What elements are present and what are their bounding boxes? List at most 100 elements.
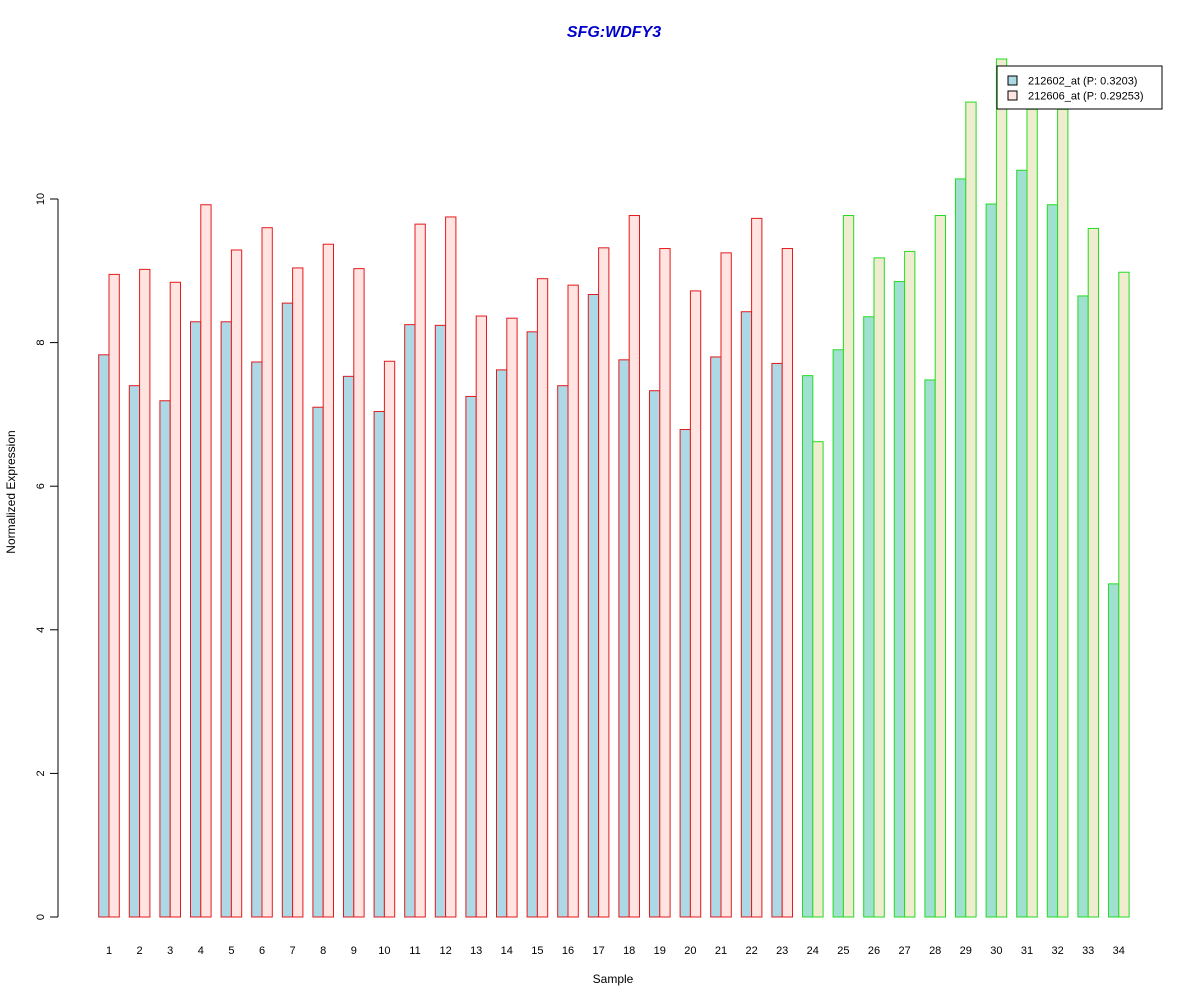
bar-series1-sample-7	[281, 302, 294, 918]
bar-series2-sample-15	[536, 278, 549, 918]
x-tick-label: 7	[290, 945, 296, 957]
bar-series1-sample-31	[1016, 169, 1028, 918]
bar-series2-sample-27	[904, 250, 916, 918]
x-tick-label: 12	[439, 945, 451, 957]
bar-series2-sample-33	[1087, 227, 1099, 918]
bar-series2-sample-26	[873, 257, 885, 918]
y-tick-label: 0	[35, 914, 47, 920]
bar-series1-sample-9	[343, 375, 355, 918]
bar-series2-sample-5	[230, 249, 243, 918]
bar-series1-sample-33	[1077, 295, 1089, 918]
x-tick-label: 31	[1021, 945, 1033, 957]
x-tick-label: 19	[654, 945, 666, 957]
bar-series2-sample-12	[445, 216, 457, 918]
legend-label: 212602_at (P: 0.3203)	[1028, 76, 1137, 88]
bar-series1-sample-22	[740, 311, 753, 918]
bar-series1-sample-26	[863, 316, 875, 918]
bar-series1-sample-10	[373, 411, 385, 918]
bar-series1-sample-20	[679, 428, 691, 918]
y-tick-label: 6	[35, 483, 47, 489]
bar-series2-sample-19	[659, 248, 671, 918]
bar-series1-sample-3	[159, 400, 171, 918]
bar-series1-sample-13	[465, 395, 477, 918]
bar-series2-sample-32	[1057, 108, 1069, 918]
bar-series1-sample-21	[710, 356, 722, 918]
x-tick-label: 11	[409, 945, 420, 957]
x-tick-label: 13	[470, 945, 482, 957]
bar-series2-sample-31	[1026, 108, 1038, 918]
chart-title: SFG:WDFY3	[567, 24, 661, 41]
bar-series2-sample-13	[475, 315, 488, 918]
bar-series1-sample-4	[190, 321, 202, 918]
legend-swatch	[1007, 75, 1018, 86]
legend-swatch	[1007, 90, 1018, 101]
x-tick-label: 14	[501, 945, 513, 957]
bar-series1-sample-8	[312, 406, 324, 918]
bar-series2-sample-1	[108, 273, 120, 918]
x-tick-label: 32	[1051, 945, 1063, 957]
bar-series2-sample-20	[689, 290, 702, 918]
x-tick-label: 25	[837, 945, 849, 957]
bar-series1-sample-16	[557, 385, 569, 918]
x-tick-label: 20	[684, 945, 696, 957]
bar-series2-sample-3	[169, 281, 181, 918]
x-tick-label: 3	[167, 945, 173, 957]
x-tick-label: 34	[1113, 945, 1125, 957]
x-tick-label: 2	[137, 945, 143, 957]
bar-series1-sample-12	[434, 324, 447, 918]
y-tick-label: 4	[35, 627, 47, 633]
bar-series2-sample-25	[842, 215, 855, 918]
x-tick-label: 15	[531, 945, 543, 957]
x-tick-label: 23	[776, 945, 788, 957]
y-axis-label: Normalized Expression	[4, 430, 18, 553]
bar-series2-sample-11	[414, 223, 426, 918]
x-tick-label: 30	[990, 945, 1002, 957]
bar-series2-sample-9	[353, 268, 365, 918]
x-tick-label: 26	[868, 945, 880, 957]
x-tick-label: 33	[1082, 945, 1094, 957]
bar-series2-sample-2	[139, 268, 151, 918]
bar-series2-sample-14	[506, 317, 518, 918]
legend: 212602_at (P: 0.3203) 212606_at (P: 0.292…	[996, 65, 1163, 110]
x-tick-label: 24	[807, 945, 819, 957]
bar-series2-sample-29	[965, 101, 977, 918]
bar-series1-sample-29	[955, 178, 967, 918]
bar-series1-sample-15	[526, 331, 538, 918]
bar-series2-sample-28	[934, 215, 947, 918]
x-tick-label: 17	[592, 945, 604, 957]
y-tick-label: 10	[35, 193, 47, 205]
bar-series2-sample-18	[628, 215, 641, 918]
bar-series1-sample-32	[1046, 204, 1059, 918]
bar-series1-sample-24	[802, 375, 814, 918]
bar-series2-sample-4	[200, 204, 212, 918]
x-tick-label: 1	[106, 945, 112, 957]
bar-series2-sample-34	[1118, 271, 1130, 918]
bar-series1-sample-28	[924, 379, 936, 918]
x-tick-label: 10	[378, 945, 390, 957]
bar-series1-sample-6	[251, 361, 263, 918]
x-tick-label: 29	[960, 945, 972, 957]
y-tick-label: 8	[35, 340, 47, 346]
bar-series2-sample-21	[720, 252, 732, 918]
bar-series2-sample-8	[322, 243, 335, 918]
x-tick-labels: 1 2 3 4 5 6 7 8 9 10 11 12 13 14 15 16 17 18 19 20 21 22 23 24 2…	[106, 945, 1125, 957]
x-tick-label: 5	[228, 945, 234, 957]
x-tick-label: 8	[320, 945, 326, 957]
bar-series2-sample-6	[261, 227, 273, 918]
bar-series2-sample-7	[292, 267, 304, 918]
bar-series1-sample-27	[893, 281, 906, 918]
bar-series1-sample-5	[220, 321, 232, 918]
bar-series1-sample-30	[985, 203, 997, 918]
bar-series2-sample-17	[598, 247, 610, 918]
bar-series2-sample-22	[751, 217, 763, 918]
x-tick-label: 9	[351, 945, 357, 957]
legend-label: 212606_at (P: 0.29253)	[1028, 91, 1144, 103]
x-axis-label: Sample	[593, 972, 634, 986]
x-tick-label: 22	[745, 945, 757, 957]
bar-series2-sample-23	[781, 248, 794, 918]
bar-series1-sample-34	[1108, 583, 1120, 918]
x-tick-label: 4	[198, 945, 204, 957]
bar-series1-sample-18	[618, 359, 630, 918]
